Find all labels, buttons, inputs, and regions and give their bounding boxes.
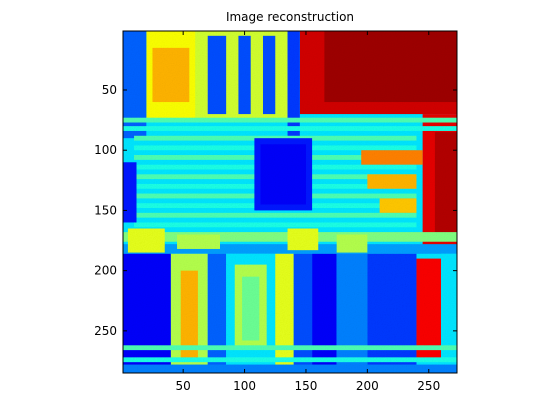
image-area <box>123 31 457 373</box>
y-tick-label: 150 <box>94 203 117 217</box>
heatmap-region <box>180 270 198 361</box>
heatmap-region <box>123 117 457 123</box>
x-tick-label: 150 <box>295 379 318 393</box>
heatmap-region <box>367 253 417 373</box>
heatmap-region <box>336 253 368 373</box>
heatmap-region <box>238 35 251 115</box>
heatmap-region <box>207 35 227 115</box>
y-tick-label: 50 <box>102 83 117 97</box>
heatmap-region <box>416 258 442 361</box>
ticks: 50 100 150 200 250 50 100 150 200 250 <box>94 31 457 393</box>
heatmap-region <box>287 228 319 251</box>
y-tick-label: 100 <box>94 143 117 157</box>
heatmap-region <box>275 253 294 373</box>
heatmap-region <box>123 364 457 373</box>
heatmap-region <box>123 253 171 373</box>
y-tick-label: 250 <box>94 324 117 338</box>
heatmap-region <box>287 31 300 151</box>
x-tick-label: 250 <box>417 379 440 393</box>
heatmap-region <box>134 222 417 228</box>
heatmap-region <box>441 253 457 373</box>
heatmap-region <box>293 253 313 373</box>
heatmap-region <box>324 31 457 103</box>
heatmap-region <box>152 47 190 103</box>
heatmap-region <box>123 357 457 363</box>
heatmap-region <box>379 198 417 213</box>
x-tick-label: 100 <box>233 379 256 393</box>
x-tick-label: 200 <box>356 379 379 393</box>
heatmap-region <box>177 234 221 249</box>
heatmap-region <box>312 253 337 373</box>
x-tick-label: 50 <box>176 379 191 393</box>
heatmap-region <box>336 234 368 253</box>
heatmap-region <box>123 126 457 131</box>
chart-title: Image reconstruction <box>226 10 354 24</box>
heatmap-region <box>361 150 423 165</box>
heatmap-region <box>434 132 457 235</box>
heatmap-region <box>242 276 260 341</box>
heatmap-region <box>262 35 276 115</box>
heatmap-region <box>127 228 165 253</box>
heatmap-region <box>134 212 417 218</box>
y-tick-label: 200 <box>94 264 117 278</box>
heatmap-region <box>207 253 227 373</box>
heatmap-region <box>123 31 147 139</box>
heatmap-region <box>367 174 417 189</box>
heatmap-region <box>123 345 457 351</box>
heatmap-region <box>123 162 137 223</box>
axes-box <box>122 30 458 374</box>
heatmap-region <box>260 144 306 205</box>
